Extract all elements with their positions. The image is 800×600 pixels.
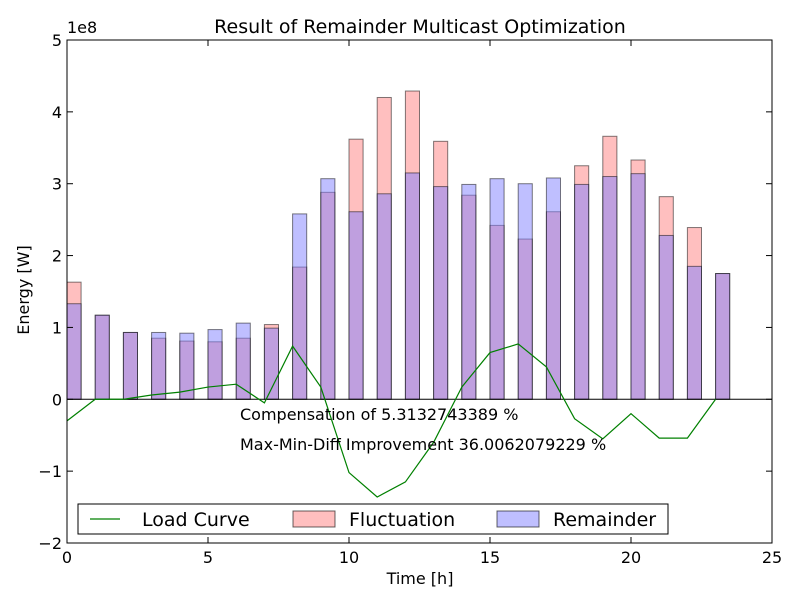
x-tick-label: 5 xyxy=(203,548,213,567)
y-axis-title: Energy [W] xyxy=(14,245,33,334)
bar-remainder-23 xyxy=(715,273,731,400)
legend-swatch-remainder xyxy=(496,510,540,528)
legend-label-load-curve: Load Curve xyxy=(142,509,250,531)
y-tick-label: −2 xyxy=(38,534,62,553)
bar-remainder-8 xyxy=(292,213,308,400)
chart-title: Result of Remainder Multicast Optimizati… xyxy=(214,16,626,38)
bar-remainder-0 xyxy=(66,303,82,400)
y-tick-label: 4 xyxy=(52,103,62,122)
x-tick-label: 20 xyxy=(621,548,641,567)
series-remainder xyxy=(66,172,731,400)
bar-remainder-5 xyxy=(207,329,223,400)
y-tick-label: 5 xyxy=(52,31,62,50)
bar-remainder-10 xyxy=(348,211,364,400)
x-tick-label: 25 xyxy=(762,548,782,567)
x-tick-label: 10 xyxy=(339,548,359,567)
series-fluctuation xyxy=(66,90,731,400)
bar-remainder-20 xyxy=(630,173,646,400)
y-tick-label: 3 xyxy=(52,175,62,194)
bar-remainder-9 xyxy=(320,178,336,400)
legend-label-fluctuation: Fluctuation xyxy=(349,509,455,531)
legend-swatch-fluctuation xyxy=(292,510,336,528)
line-load-curve xyxy=(66,343,717,498)
y-tick-label: 2 xyxy=(52,247,62,266)
bar-remainder-22 xyxy=(686,265,703,400)
y-tick-label: 1 xyxy=(52,318,62,337)
x-tick-label: 15 xyxy=(480,548,500,567)
annotation-compensation: Compensation of 5.3132743389 % xyxy=(240,405,518,424)
legend-label-remainder: Remainder xyxy=(553,509,656,531)
annotation-max-min-diff: Max-Min-Diff Improvement 36.0062079229 % xyxy=(240,435,606,454)
bar-remainder-2 xyxy=(122,331,139,400)
bar-remainder-12 xyxy=(404,172,420,400)
bar-remainder-18 xyxy=(574,183,590,400)
bar-remainder-6 xyxy=(235,322,251,400)
bar-remainder-17 xyxy=(545,177,562,400)
y-axis-multiplier: 1e8 xyxy=(67,18,97,37)
bar-remainder-16 xyxy=(517,183,533,400)
x-tick-label: 0 xyxy=(62,548,72,567)
bar-remainder-1 xyxy=(94,314,110,400)
y-tick-label: 0 xyxy=(52,390,62,409)
bar-remainder-14 xyxy=(461,183,477,400)
x-axis-title: Time [h] xyxy=(386,569,454,588)
y-tick-label: −1 xyxy=(38,462,62,481)
bar-remainder-11 xyxy=(376,193,392,400)
bar-remainder-3 xyxy=(151,331,167,400)
bar-remainder-21 xyxy=(658,234,674,400)
axes-frame xyxy=(66,39,773,544)
plot-area: 0 5 10 15 20 25 −2 −1 0 1 2 3 4 5 xyxy=(38,31,782,567)
legend-box xyxy=(77,503,669,535)
bar-remainder-13 xyxy=(433,186,449,400)
bar-remainder-19 xyxy=(602,176,618,400)
legend: Load Curve Fluctuation Remainder xyxy=(77,503,669,535)
bar-remainder-15 xyxy=(489,178,505,400)
